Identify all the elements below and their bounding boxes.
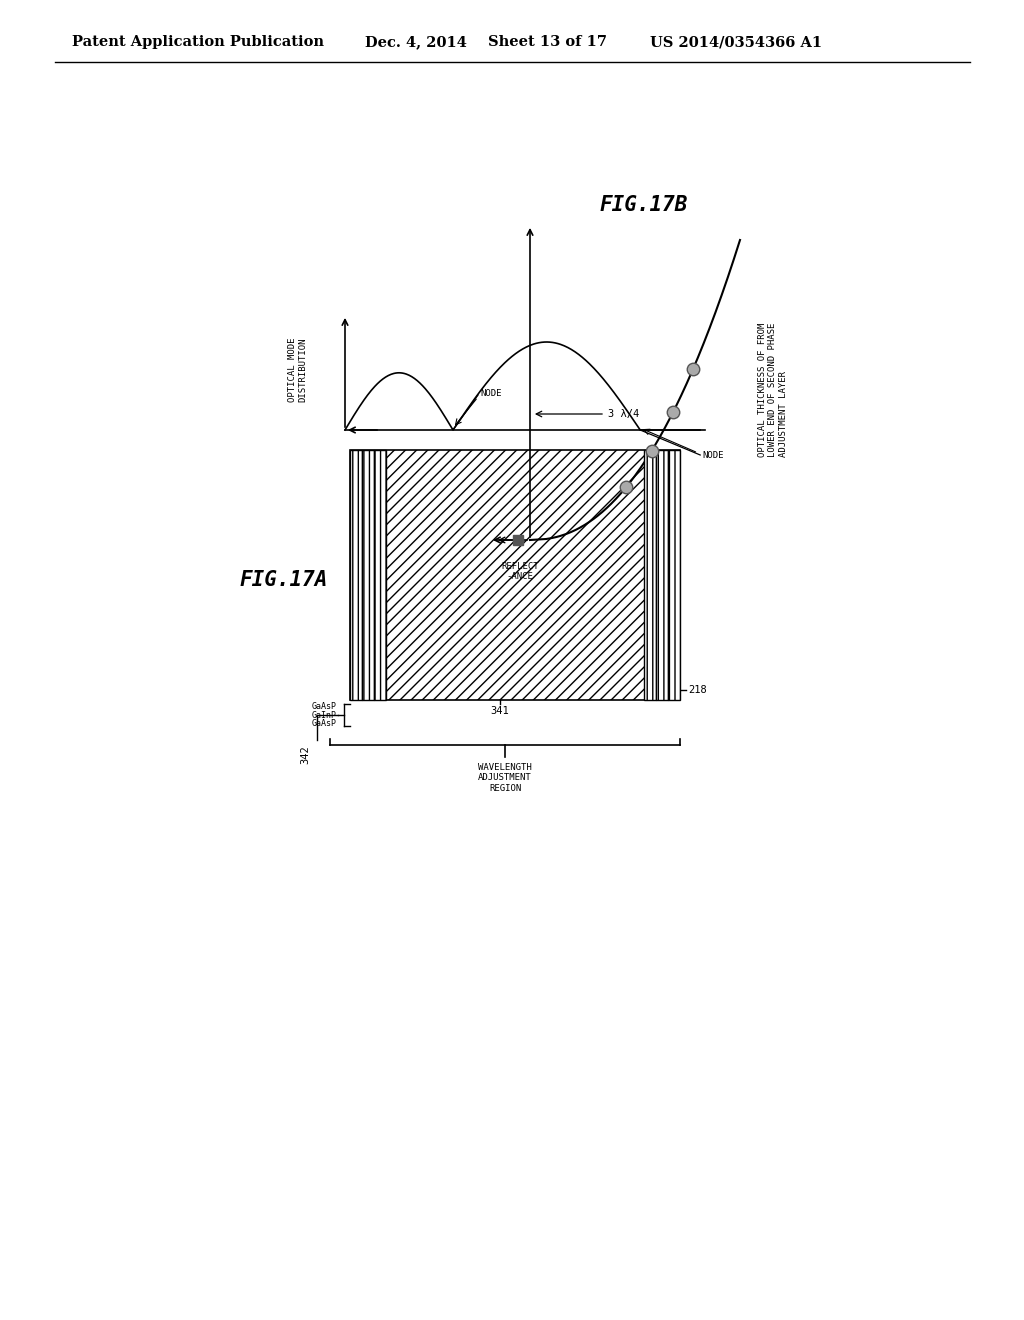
Bar <box>656 450 668 700</box>
Bar <box>644 450 656 700</box>
Text: OPTICAL THICKNESS OF FROM
LOWER END OF SECOND PHASE
ADJUSTMENT LAYER: OPTICAL THICKNESS OF FROM LOWER END OF S… <box>758 323 787 457</box>
Text: 341: 341 <box>490 706 509 715</box>
Text: REFLECT
-ANCE: REFLECT -ANCE <box>501 562 539 581</box>
Bar <box>374 450 386 700</box>
Text: Sheet 13 of 17: Sheet 13 of 17 <box>488 36 607 49</box>
Text: GaAsP: GaAsP <box>312 719 337 729</box>
Bar <box>350 450 362 700</box>
Text: Patent Application Publication: Patent Application Publication <box>72 36 324 49</box>
Text: Dec. 4, 2014: Dec. 4, 2014 <box>365 36 467 49</box>
Text: FIG.17A: FIG.17A <box>240 570 329 590</box>
Text: 342: 342 <box>300 746 310 764</box>
Text: NODE: NODE <box>702 450 724 459</box>
Bar <box>668 450 680 700</box>
Bar <box>350 450 680 700</box>
Bar <box>644 450 656 700</box>
Bar <box>668 450 680 700</box>
Bar <box>350 450 362 700</box>
Text: OPTICAL MODE
DISTRIBUTION: OPTICAL MODE DISTRIBUTION <box>289 338 307 403</box>
Text: 218: 218 <box>688 685 707 696</box>
Bar <box>350 450 680 700</box>
Text: 3 λ/4: 3 λ/4 <box>608 409 639 418</box>
Text: NODE: NODE <box>480 388 502 397</box>
Bar <box>362 450 374 700</box>
Text: GaAsP: GaAsP <box>312 702 337 711</box>
Bar <box>374 450 386 700</box>
Bar <box>656 450 668 700</box>
Text: GaInP: GaInP <box>312 710 337 719</box>
Bar <box>362 450 374 700</box>
Text: US 2014/0354366 A1: US 2014/0354366 A1 <box>650 36 822 49</box>
Text: FIG.17B: FIG.17B <box>600 195 688 215</box>
Text: WAVELENGTH
ADJUSTMENT
REGION: WAVELENGTH ADJUSTMENT REGION <box>478 763 531 793</box>
